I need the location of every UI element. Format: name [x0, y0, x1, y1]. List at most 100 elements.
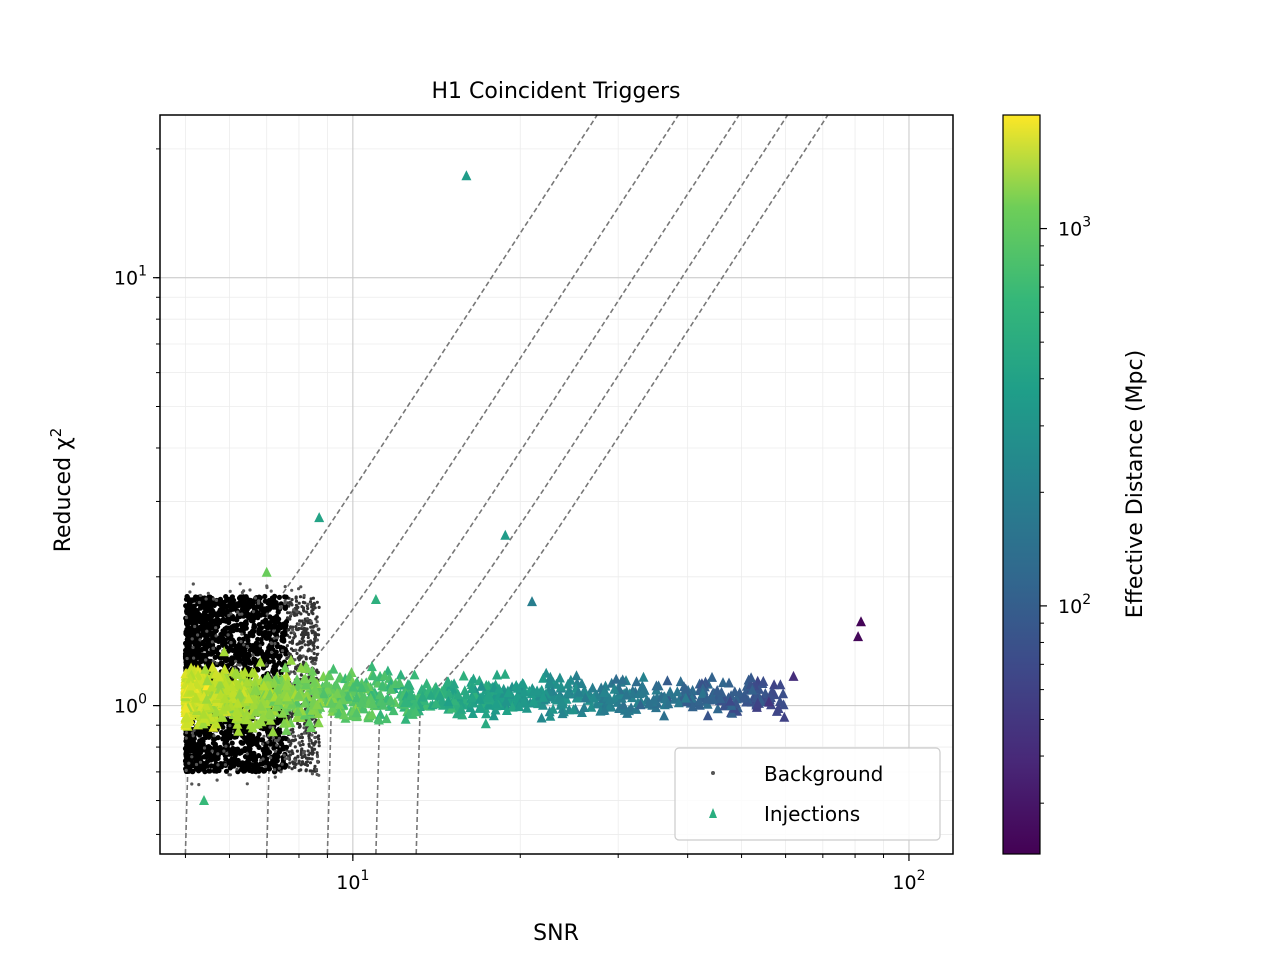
- background-point: [184, 610, 190, 616]
- background-point: [239, 606, 246, 612]
- injection-point: [687, 701, 698, 712]
- injection-point: [351, 707, 362, 718]
- background-point-sparse: [216, 752, 220, 756]
- background-point: [311, 625, 315, 629]
- background-point-sparse: [310, 649, 314, 653]
- injection-point: [410, 706, 421, 717]
- injection-point: [521, 702, 532, 713]
- colorbar-tick-label-exponent: 2: [1082, 592, 1091, 608]
- background-point: [209, 613, 215, 619]
- background-point: [294, 613, 298, 617]
- background-point: [299, 673, 303, 677]
- injection-point: [545, 671, 556, 682]
- background-point: [312, 656, 316, 661]
- background-point: [251, 622, 257, 628]
- threshold-curve: [326, 115, 741, 854]
- background-point-sparse: [228, 724, 232, 728]
- background-point: [229, 740, 235, 746]
- background-point-sparse: [259, 758, 263, 763]
- background-point: [293, 738, 298, 742]
- background-point-sparse: [315, 624, 319, 628]
- background-point: [221, 733, 227, 739]
- injection-point: [375, 689, 386, 699]
- injection-point: [856, 616, 866, 627]
- background-point-sparse: [190, 755, 194, 759]
- background-point-sparse: [305, 617, 309, 621]
- background-point-sparse: [273, 641, 277, 646]
- injection-point: [206, 681, 217, 692]
- injection-point: [258, 680, 269, 691]
- injection-point: [324, 669, 335, 680]
- injection-point: [281, 724, 292, 735]
- background-point: [208, 622, 214, 628]
- background-point: [214, 613, 220, 619]
- y-tick-label: 101: [114, 264, 147, 290]
- background-point-sparse: [197, 600, 201, 605]
- background-point-sparse: [263, 764, 268, 769]
- background-point: [291, 730, 295, 734]
- injection-point: [501, 696, 512, 707]
- injection-point: [252, 718, 263, 729]
- background-point-sparse: [210, 640, 214, 644]
- background-point: [250, 629, 256, 635]
- background-point: [297, 626, 301, 631]
- injection-point: [356, 697, 367, 707]
- background-point-sparse: [283, 601, 287, 606]
- background-point: [294, 596, 298, 600]
- injection-point: [215, 678, 226, 689]
- background-point: [297, 769, 301, 773]
- injection-point: [226, 681, 237, 691]
- injection-point: [591, 698, 602, 709]
- background-point: [273, 600, 279, 606]
- background-point: [224, 603, 230, 610]
- injection-point: [653, 680, 664, 691]
- background-point: [288, 640, 292, 644]
- injection-point: [621, 689, 632, 700]
- injection-point: [367, 708, 378, 719]
- background-point: [287, 604, 291, 608]
- background-point: [223, 768, 230, 774]
- background-point: [218, 611, 224, 617]
- background-point-sparse: [277, 736, 281, 740]
- injection-point: [417, 691, 428, 702]
- background-point: [242, 747, 248, 753]
- background-point-sparse: [261, 742, 265, 746]
- injection-point: [300, 679, 311, 690]
- injection-point: [262, 671, 273, 682]
- background-point: [267, 631, 273, 638]
- background-point-sparse: [204, 658, 208, 662]
- background-point: [297, 759, 301, 763]
- background-point: [250, 602, 256, 608]
- injection-point: [500, 668, 511, 679]
- colorbar-label: Effective Distance (Mpc): [1123, 350, 1148, 618]
- legend-injections-label: Injections: [764, 802, 860, 826]
- background-point-sparse: [297, 734, 301, 738]
- background-point: [292, 765, 297, 769]
- background-point: [184, 756, 190, 762]
- injection-point: [738, 692, 749, 703]
- injection-point: [242, 676, 253, 687]
- background-point: [293, 756, 297, 760]
- background-point: [211, 736, 217, 743]
- background-point-sparse: [196, 633, 200, 637]
- background-point: [239, 766, 245, 773]
- background-point: [201, 760, 207, 767]
- background-point-sparse: [227, 613, 231, 618]
- background-point-sparse: [293, 671, 297, 676]
- background-point: [225, 663, 231, 669]
- background-point: [208, 754, 214, 761]
- background-point: [229, 756, 235, 762]
- background-point: [222, 626, 228, 632]
- background-point: [212, 741, 218, 748]
- injection-point: [328, 663, 339, 674]
- injection-point: [622, 707, 633, 718]
- background-point: [193, 594, 199, 600]
- background-point: [254, 604, 260, 610]
- injection-point: [461, 689, 472, 700]
- injection-point: [314, 512, 325, 523]
- injection-point: [233, 725, 244, 736]
- background-point: [306, 749, 310, 753]
- background-point: [296, 721, 300, 726]
- injection-point: [331, 679, 342, 690]
